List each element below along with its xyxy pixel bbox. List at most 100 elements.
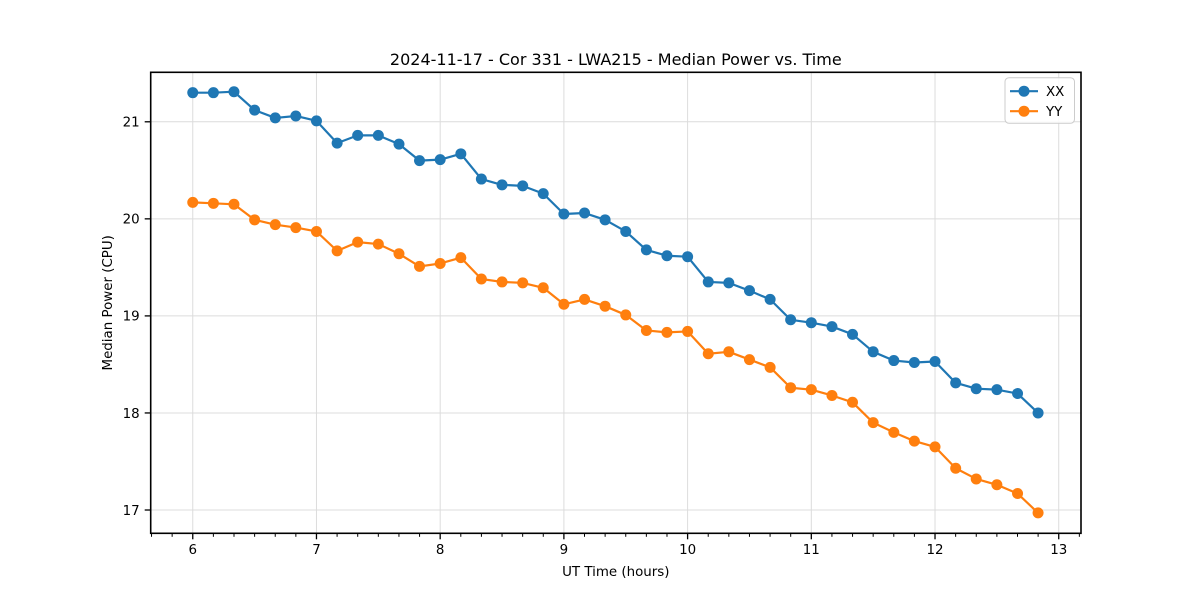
data-point-XX xyxy=(249,104,261,116)
data-point-YY xyxy=(310,225,322,237)
series-line-YY xyxy=(191,201,1040,515)
x-tick-label: 10 xyxy=(679,543,696,558)
data-point-YY xyxy=(929,441,941,453)
legend-label: YY xyxy=(1045,105,1063,120)
data-point-XX xyxy=(558,208,570,220)
data-point-YY xyxy=(847,396,859,408)
series-layer xyxy=(187,86,1044,519)
data-point-XX xyxy=(599,214,611,226)
data-point-YY xyxy=(372,238,384,250)
data-point-YY xyxy=(517,277,529,289)
data-point-XX xyxy=(269,112,281,124)
data-point-YY xyxy=(269,219,281,231)
data-point-XX xyxy=(743,285,755,297)
data-point-XX xyxy=(517,180,529,192)
data-point-YY xyxy=(228,198,240,210)
data-point-YY xyxy=(888,426,900,438)
legend-marker xyxy=(1018,85,1030,97)
data-point-YY xyxy=(661,326,673,338)
data-point-XX xyxy=(908,356,920,368)
data-point-YY xyxy=(558,298,570,310)
data-point-YY xyxy=(682,325,694,337)
data-point-XX xyxy=(640,244,652,256)
data-point-XX xyxy=(929,356,941,368)
data-point-YY xyxy=(805,384,817,396)
data-point-YY xyxy=(950,462,962,474)
data-point-YY xyxy=(455,252,467,264)
data-point-XX xyxy=(496,179,508,191)
chart-title: 2024-11-17 - Cor 331 - LWA215 - Median P… xyxy=(390,50,842,69)
data-point-XX xyxy=(970,383,982,395)
data-point-YY xyxy=(393,248,405,260)
data-point-YY xyxy=(331,245,343,257)
data-point-XX xyxy=(310,115,322,127)
data-point-XX xyxy=(764,293,776,305)
data-point-YY xyxy=(867,417,879,429)
data-point-XX xyxy=(434,154,446,166)
data-point-XX xyxy=(991,384,1003,396)
data-point-YY xyxy=(908,435,920,447)
x-tick-label: 8 xyxy=(436,543,445,558)
data-point-XX xyxy=(888,355,900,367)
x-axis-label: UT Time (hours) xyxy=(562,565,669,580)
data-point-YY xyxy=(970,473,982,485)
x-tick-label: 11 xyxy=(803,543,820,558)
data-point-YY xyxy=(1032,507,1044,519)
y-axis-label: Median Power (CPU) xyxy=(101,235,116,370)
data-point-YY xyxy=(249,214,261,226)
data-point-YY xyxy=(640,324,652,336)
data-point-XX xyxy=(682,251,694,263)
data-point-YY xyxy=(496,276,508,288)
data-point-YY xyxy=(290,222,302,234)
data-point-XX xyxy=(290,110,302,122)
data-point-YY xyxy=(352,236,364,248)
data-point-YY xyxy=(723,346,735,358)
data-point-YY xyxy=(414,260,426,272)
legend-label: XX xyxy=(1046,85,1064,100)
tick-label-layer: 6 7 8 9 10 11 12 13 17 18 19 20 21 xyxy=(123,116,1068,558)
data-point-YY xyxy=(620,309,632,321)
data-point-YY xyxy=(743,354,755,366)
data-point-XX xyxy=(414,155,426,167)
data-point-XX xyxy=(393,138,405,150)
data-point-XX xyxy=(331,137,343,149)
y-tick-label: 19 xyxy=(123,310,140,325)
data-point-YY xyxy=(434,257,446,269)
data-point-XX xyxy=(1032,407,1044,419)
data-point-XX xyxy=(785,314,797,326)
data-point-XX xyxy=(702,276,714,288)
data-point-XX xyxy=(1012,388,1024,400)
data-point-XX xyxy=(352,129,364,141)
data-point-XX xyxy=(620,225,632,237)
data-point-XX xyxy=(372,129,384,141)
data-point-YY xyxy=(785,382,797,394)
data-point-YY xyxy=(826,389,838,401)
data-point-YY xyxy=(475,273,487,285)
y-tick-label: 20 xyxy=(123,213,140,228)
data-point-YY xyxy=(579,293,591,305)
axes-spines xyxy=(149,71,1082,535)
data-point-YY xyxy=(207,197,219,209)
legend: XX YY xyxy=(1004,77,1075,124)
y-tick-label: 21 xyxy=(123,116,140,131)
data-point-YY xyxy=(599,300,611,312)
x-tick-label: 9 xyxy=(560,543,569,558)
data-point-XX xyxy=(847,328,859,340)
data-point-YY xyxy=(702,348,714,360)
data-point-XX xyxy=(723,277,735,289)
data-point-XX xyxy=(950,377,962,389)
data-point-XX xyxy=(805,317,817,329)
data-point-XX xyxy=(661,250,673,262)
data-point-XX xyxy=(867,346,879,358)
data-point-YY xyxy=(1012,488,1024,500)
data-point-YY xyxy=(764,361,776,373)
grid-layer xyxy=(150,72,1081,534)
data-point-XX xyxy=(187,87,199,99)
data-point-XX xyxy=(228,86,240,98)
data-point-XX xyxy=(537,188,549,200)
data-point-XX xyxy=(207,87,219,99)
axes-layer xyxy=(144,71,1082,540)
x-tick-label: 13 xyxy=(1050,543,1067,558)
